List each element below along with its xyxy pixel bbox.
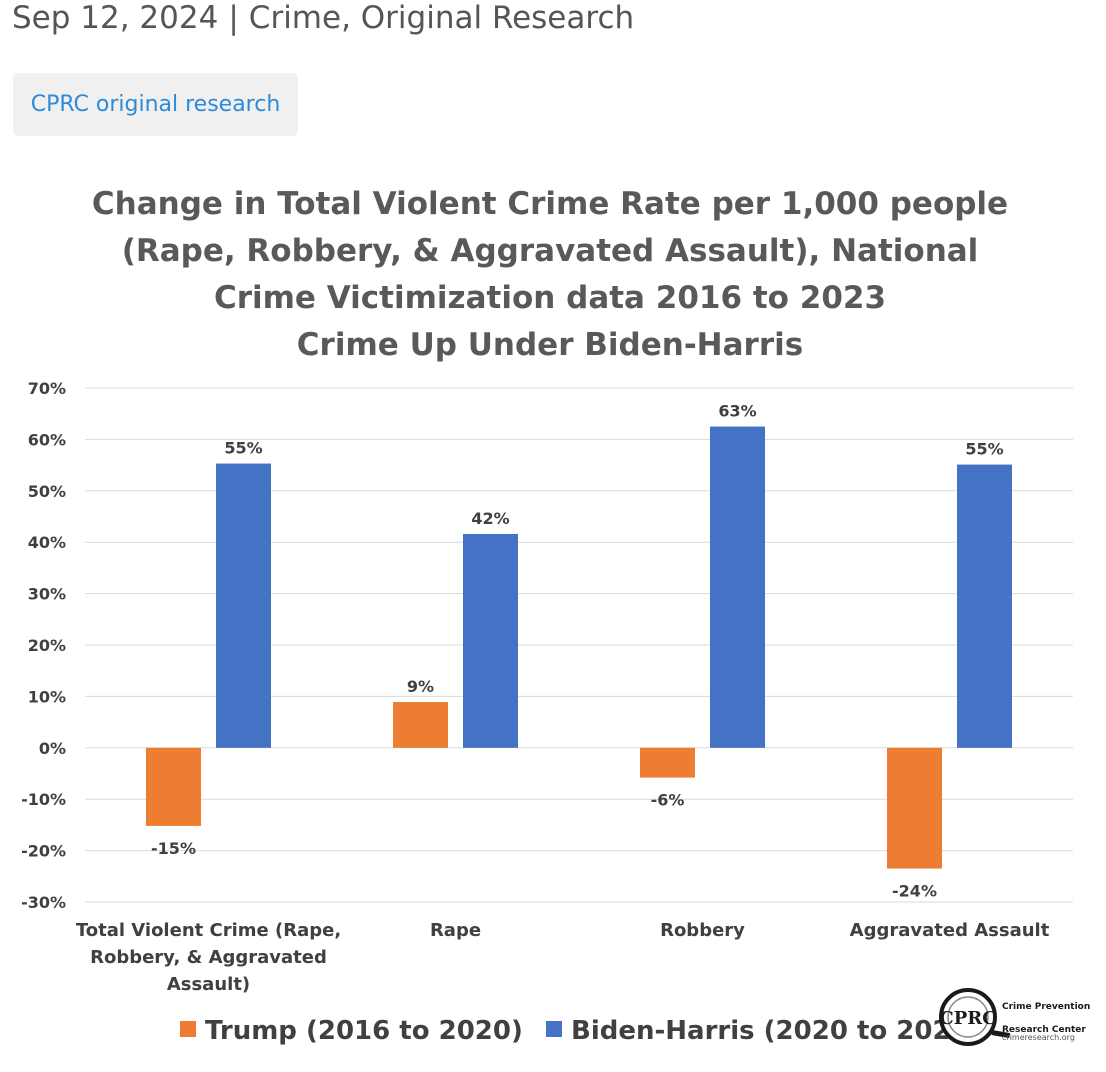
meta-separator: | [228, 0, 239, 36]
logo-line-2: Research Center [1002, 1025, 1086, 1035]
chart-title: Change in Total Violent Crime Rate per 1… [92, 186, 1008, 363]
logo-handle [991, 1030, 1011, 1039]
data-label: -24% [892, 882, 937, 901]
data-label: 55% [965, 440, 1003, 459]
y-tick-label: 0% [39, 739, 66, 758]
y-tick-label: -10% [21, 790, 66, 809]
logo-ring-inner [947, 996, 989, 1038]
logo-line-1: Crime Prevention [1002, 1002, 1090, 1012]
x-category-label: Robbery [660, 920, 745, 941]
logo-url: crimeresearch.org [1002, 1033, 1075, 1042]
bar-trump [146, 747, 201, 826]
bar-trump [887, 747, 942, 869]
bar-trump [393, 702, 448, 748]
chart-title-line-4: Crime Up Under Biden-Harris [297, 327, 803, 363]
bar-biden-harris [216, 463, 271, 748]
logo-ring [939, 988, 997, 1046]
x-axis-categories: Total Violent Crime (Rape, Robbery, & Agg… [76, 920, 1050, 995]
y-tick-label: 40% [28, 533, 66, 552]
data-label: 63% [718, 402, 756, 421]
tag-label: CPRC original research [30, 92, 281, 117]
bar-biden-harris [957, 464, 1012, 748]
bar-trump [640, 747, 695, 778]
cprc-logo: CPRC Crime Prevention Research Center cr… [939, 988, 1090, 1046]
logo-monogram: CPRC [939, 1008, 996, 1029]
bar-biden-harris [463, 533, 518, 748]
y-tick-label: 70% [28, 379, 66, 398]
y-tick-label: -20% [21, 842, 66, 861]
crime-rate-chart: Change in Total Violent Crime Rate per 1… [21, 186, 1090, 1046]
legend-label-trump: Trump (2016 to 2020) [205, 1016, 523, 1046]
y-tick-label: 20% [28, 636, 66, 655]
x-category-label: Assault) [167, 974, 250, 995]
x-category-label: Robbery, & Aggravated [90, 947, 327, 968]
chart-title-line-2: (Rape, Robbery, & Aggravated Assault), N… [122, 233, 979, 269]
chart-title-line-3: Crime Victimization data 2016 to 2023 [214, 280, 886, 316]
data-label: -15% [151, 839, 196, 858]
x-category-label: Aggravated Assault [850, 920, 1050, 941]
post-categories[interactable]: Crime, Original Research [248, 0, 635, 36]
x-category-label: Total Violent Crime (Rape, [76, 920, 341, 941]
chart-legend: Trump (2016 to 2020) Biden-Harris (2020 t… [180, 1016, 981, 1046]
x-category-label: Rape [430, 920, 481, 941]
post-meta: Sep 12, 2024 | Crime, Original Research [12, 0, 634, 36]
data-label: -6% [651, 791, 685, 810]
y-axis-ticks: 70% 60% 50% 40% 30% 20% 10% 0% -10% -20% -30% [21, 379, 66, 912]
legend-swatch-biden-harris [546, 1021, 562, 1037]
bar-biden-harris [710, 426, 765, 748]
data-label: 9% [407, 677, 434, 696]
chart-bars [146, 426, 1012, 869]
y-tick-label: 10% [28, 687, 66, 706]
legend-swatch-trump [180, 1021, 196, 1037]
y-tick-label: 50% [28, 482, 66, 501]
data-label: 55% [224, 439, 262, 458]
y-tick-label: -30% [21, 893, 66, 912]
chart-title-line-1: Change in Total Violent Crime Rate per 1… [92, 186, 1008, 222]
data-label: 42% [471, 509, 509, 528]
y-tick-label: 60% [28, 430, 66, 449]
tag-cprc-original-research[interactable]: CPRC original research [13, 73, 298, 136]
y-tick-label: 30% [28, 585, 66, 604]
data-labels: -15% 9% -6% -24% 55% 42% 63% 55% [151, 402, 1004, 901]
legend-label-biden-harris: Biden-Harris (2020 to 2023) [571, 1016, 981, 1046]
post-date: Sep 12, 2024 [12, 0, 219, 36]
